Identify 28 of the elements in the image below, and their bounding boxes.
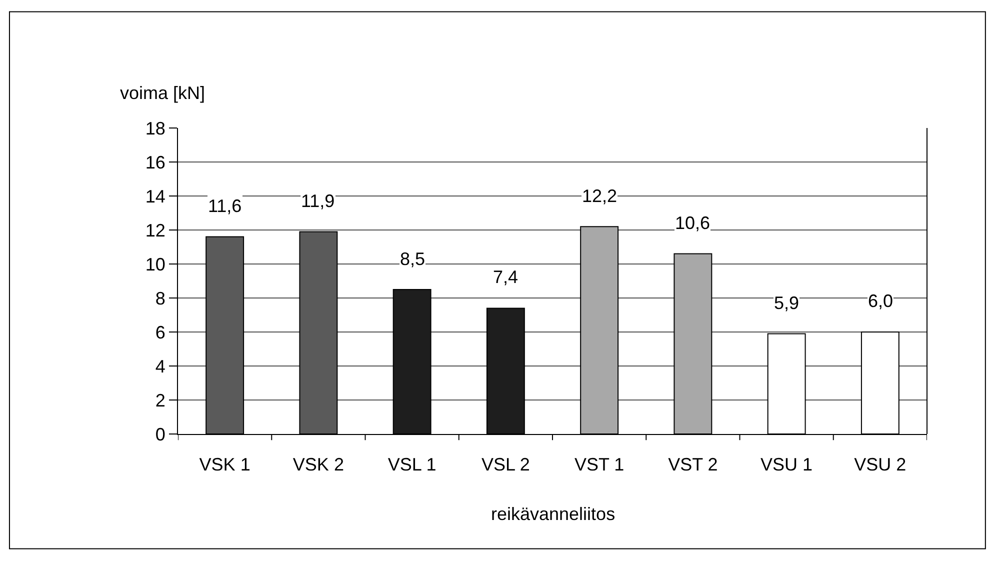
x-tick-label: VSU 2 <box>854 454 906 475</box>
data-label: 11,9 <box>301 191 335 211</box>
y-tick-label: 10 <box>145 254 166 274</box>
x-tick-label: VSL 1 <box>388 454 436 475</box>
data-label: 12,2 <box>582 186 618 206</box>
x-tick-label: VSU 1 <box>760 454 813 475</box>
y-tick-label: 12 <box>145 220 166 240</box>
x-tick-label: VST 2 <box>668 454 718 475</box>
x-tick-label: VST 1 <box>574 454 624 475</box>
x-tick-label: VSK 2 <box>292 454 344 475</box>
data-label: 5,9 <box>774 293 800 313</box>
y-tick-label: 18 <box>145 118 166 138</box>
data-label: 11,6 <box>208 196 242 216</box>
y-tick-label: 14 <box>145 186 166 206</box>
data-label: 8,5 <box>400 249 426 269</box>
x-axis-title: reikävanneliitos <box>491 504 616 524</box>
y-tick-label: 16 <box>145 152 166 172</box>
x-tick-label: VSK 1 <box>199 454 250 475</box>
y-axis-title: voima [kN] <box>120 83 206 103</box>
data-label: 10,6 <box>675 213 710 233</box>
x-tick-label: VSL 2 <box>482 454 530 475</box>
data-label: 7,4 <box>493 267 518 287</box>
y-tick-label: 0 <box>155 424 166 444</box>
y-tick-label: 4 <box>155 356 166 376</box>
data-label: 6,0 <box>868 291 894 311</box>
y-tick-label: 6 <box>155 322 166 342</box>
y-tick-label: 8 <box>155 288 166 308</box>
y-tick-label: 2 <box>155 390 166 410</box>
